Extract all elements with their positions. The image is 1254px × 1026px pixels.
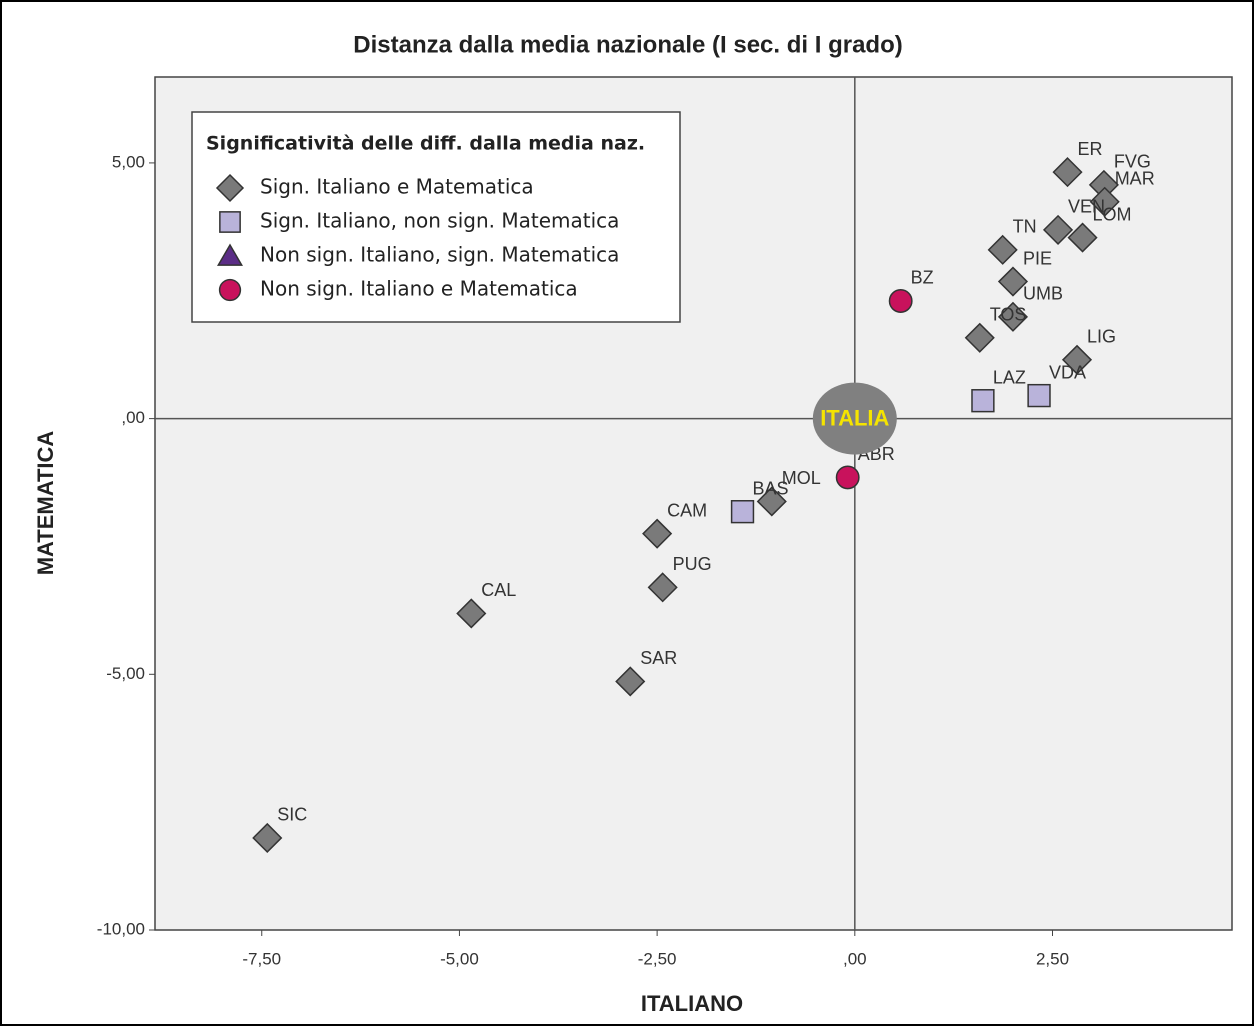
point-label: CAL bbox=[481, 580, 516, 600]
x-tick-label: -5,00 bbox=[440, 949, 479, 968]
point-marker bbox=[756, 486, 787, 517]
point-marker bbox=[216, 243, 244, 266]
point-label: FVG bbox=[1114, 152, 1151, 172]
point-label: TN bbox=[1013, 217, 1037, 237]
point-marker bbox=[1067, 222, 1098, 253]
point-label: SIC bbox=[277, 805, 307, 825]
point-label: UMB bbox=[1023, 284, 1063, 304]
legend-label: Sign. Italiano e Matematica bbox=[260, 175, 534, 199]
legend-label: Non sign. Italiano, sign. Matematica bbox=[260, 243, 619, 267]
point-marker bbox=[1089, 186, 1120, 217]
legend-label: Sign. Italiano, non sign. Matematica bbox=[260, 209, 619, 233]
point-marker bbox=[647, 572, 678, 603]
y-axis-label: MATEMATICA bbox=[33, 431, 58, 576]
x-tick-label: -7,50 bbox=[242, 949, 281, 968]
point-marker bbox=[1052, 157, 1083, 188]
point-label: VDA bbox=[1049, 362, 1086, 382]
legend-label: Non sign. Italiano e Matematica bbox=[260, 277, 578, 301]
point-marker bbox=[1027, 383, 1051, 408]
point-marker bbox=[971, 389, 995, 413]
x-axis-label: ITALIANO bbox=[641, 991, 743, 1016]
x-tick-label: ,00 bbox=[843, 949, 867, 968]
point-label: LOM bbox=[1093, 204, 1132, 224]
point-marker bbox=[835, 465, 860, 490]
point-label: VEN bbox=[1068, 197, 1105, 217]
point-label: MOL bbox=[782, 468, 821, 488]
y-tick-label: -5,00 bbox=[106, 664, 145, 683]
x-tick-label: 2,50 bbox=[1036, 949, 1069, 968]
point-label: LIG bbox=[1087, 327, 1116, 347]
point-label: BZ bbox=[911, 268, 934, 288]
y-tick-label: 5,00 bbox=[112, 152, 145, 171]
legend-title: Significatività delle diff. dalla media … bbox=[206, 133, 645, 155]
point-label: MAR bbox=[1115, 169, 1155, 189]
point-marker bbox=[252, 822, 283, 854]
point-marker bbox=[1061, 344, 1093, 375]
point-marker bbox=[215, 173, 245, 203]
y-tick-label: ,00 bbox=[121, 408, 145, 427]
point-label: BAS bbox=[753, 478, 789, 498]
point-label: SAR bbox=[640, 648, 677, 668]
legend-box bbox=[191, 111, 681, 323]
point-marker bbox=[1042, 214, 1074, 245]
point-marker bbox=[456, 598, 487, 629]
point-marker bbox=[642, 518, 673, 549]
point-marker bbox=[997, 266, 1029, 297]
reference-marker bbox=[812, 382, 897, 455]
reference-label: ITALIA bbox=[820, 405, 889, 430]
point-label: CAM bbox=[667, 500, 707, 520]
point-label: PUG bbox=[673, 554, 712, 574]
point-marker bbox=[218, 278, 242, 302]
point-marker bbox=[615, 666, 646, 697]
x-tick-label: -2,50 bbox=[638, 949, 677, 968]
point-marker bbox=[964, 322, 995, 353]
point-marker bbox=[997, 301, 1029, 332]
point-label: LAZ bbox=[993, 367, 1026, 387]
chart-title: Distanza dalla media nazionale (I sec. d… bbox=[353, 31, 902, 58]
point-marker bbox=[730, 500, 755, 524]
point-label: PIE bbox=[1023, 248, 1052, 268]
point-marker bbox=[987, 234, 1018, 265]
y-tick-label: -10,00 bbox=[97, 919, 145, 938]
point-label: ER bbox=[1078, 139, 1103, 159]
point-marker bbox=[219, 211, 241, 233]
point-label: TOS bbox=[990, 305, 1027, 325]
point-marker bbox=[888, 289, 913, 313]
